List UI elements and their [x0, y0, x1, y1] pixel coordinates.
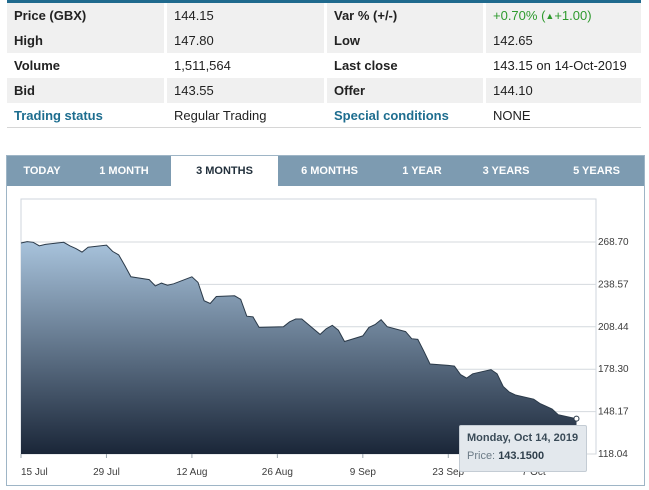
- var-label: Var % (+/-): [327, 3, 486, 28]
- low-label: Low: [327, 28, 486, 53]
- y-tick-label: 118.04: [598, 449, 628, 460]
- x-tick-label: 29 Jul: [93, 467, 120, 478]
- y-tick-label: 148.17: [598, 407, 629, 418]
- price-chart-svg: 268.70 238.57 208.44 178.30 148.17 118.04 15 J…: [20, 198, 629, 478]
- x-tick-label: 15 Jul: [21, 467, 48, 478]
- special-conditions-value: NONE: [493, 107, 531, 123]
- low-value: 142.65: [493, 33, 533, 48]
- price-value: 144.15: [167, 3, 327, 28]
- special-conditions-link[interactable]: Special conditions: [327, 103, 486, 127]
- tab-3-years[interactable]: 3 YEARS: [482, 165, 530, 177]
- bid-value: 143.55: [167, 78, 327, 103]
- chart-tooltip: Monday, Oct 14, 2019 Price: 143.1500: [459, 425, 587, 472]
- period-tabs: TODAY 1 MONTH 3 MONTHS 6 MONTHS 1 YEAR 3…: [7, 156, 644, 186]
- tab-today[interactable]: TODAY: [23, 165, 61, 177]
- tab-1-month[interactable]: 1 MONTH: [99, 165, 149, 177]
- var-value: +0.70% ( ▲ +1.00): [486, 3, 641, 28]
- tab-6-months[interactable]: 6 MONTHS: [301, 165, 358, 177]
- y-tick-label: 268.70: [598, 237, 629, 248]
- x-tick-label: 9 Sep: [350, 467, 377, 478]
- y-tick-label: 238.57: [598, 279, 629, 290]
- tab-1-year[interactable]: 1 YEAR: [402, 165, 442, 177]
- price-label: Price (GBX): [7, 3, 167, 28]
- y-tick-label: 178.30: [598, 364, 629, 375]
- price-line: [20, 241, 577, 420]
- x-tick-label: 7 Oct: [522, 467, 546, 478]
- quote-row-price: Price (GBX) 144.15 Var % (+/-) +0.70% ( …: [7, 3, 641, 28]
- last-close-label: Last close: [327, 53, 486, 78]
- tooltip-price-label: Price:: [467, 450, 496, 462]
- var-change-text: +1.00): [554, 8, 592, 23]
- x-tick-label: 26 Aug: [262, 467, 293, 478]
- last-close-value: 143.15 on 14-Oct-2019: [493, 58, 627, 73]
- quote-row-high: High 147.80 Low 142.65: [7, 28, 641, 53]
- up-arrow-icon: ▲: [545, 10, 555, 21]
- trading-status-value: Regular Trading: [167, 103, 327, 127]
- data-point: [573, 415, 580, 422]
- quote-table: Price (GBX) 144.15 Var % (+/-) +0.70% ( …: [7, 0, 641, 128]
- var-value-text: +0.70% (: [493, 8, 546, 23]
- volume-value: 1,511,564: [167, 53, 327, 78]
- bid-label: Bid: [7, 78, 167, 103]
- tooltip-price: Price: 143.1500: [467, 450, 586, 462]
- offer-value: 144.10: [493, 83, 533, 98]
- tooltip-price-value: 143.1500: [498, 450, 545, 462]
- quote-row-status: Trading status Regular Trading Special c…: [7, 103, 641, 128]
- high-label: High: [7, 28, 167, 53]
- tab-5-years[interactable]: 5 YEARS: [573, 165, 620, 177]
- x-tick-label: 12 Aug: [176, 467, 207, 478]
- high-value: 147.80: [167, 28, 327, 53]
- y-tick-label: 208.44: [598, 322, 629, 333]
- price-chart-panel: TODAY 1 MONTH 3 MONTHS 6 MONTHS 1 YEAR 3…: [6, 155, 645, 486]
- quote-row-bid: Bid 143.55 Offer 144.10: [7, 78, 641, 103]
- tab-3-months[interactable]: 3 MONTHS: [171, 156, 278, 186]
- quote-row-volume: Volume 1,511,564 Last close 143.15 on 14…: [7, 53, 641, 78]
- trading-status-link[interactable]: Trading status: [7, 103, 167, 127]
- volume-label: Volume: [7, 53, 167, 78]
- price-area: [21, 241, 577, 454]
- offer-label: Offer: [327, 78, 486, 103]
- tooltip-date: Monday, Oct 14, 2019: [467, 432, 579, 444]
- price-chart[interactable]: 268.70 238.57 208.44 178.30 148.17 118.04 15 J…: [7, 186, 644, 485]
- x-tick-label: 23 Sep: [432, 467, 464, 478]
